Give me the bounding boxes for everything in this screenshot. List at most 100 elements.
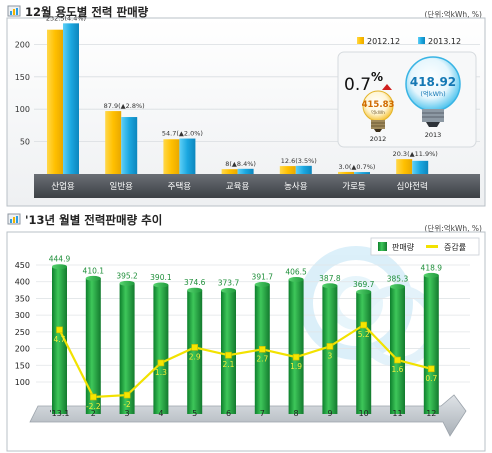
top-category-label: 주택용 (168, 181, 192, 192)
top-y-tick-label: 200 (15, 40, 30, 49)
change-unit: % (371, 70, 383, 84)
bottom-unit-note: (단위:억kWh, %) (424, 224, 483, 233)
bottom-sales-value-label: 418.9 (421, 263, 443, 272)
top-data-label: 232.5(4.4%) (46, 14, 86, 22)
top-bar-2012-12 (338, 171, 354, 174)
bottom-category-label: 8 (294, 409, 299, 418)
bulb-2012-icon (362, 90, 394, 132)
bottom-change-point (157, 359, 165, 367)
bottom-sales-value-label: 373.7 (218, 279, 240, 288)
bottom-category-label: 12 (426, 409, 436, 418)
bottom-category-label: 10 (359, 409, 369, 418)
bottom-sales-bar-cap (153, 282, 169, 288)
bottom-panel: '13년 월별 전력판매량 추이 (단위:억kWh, %) 100 150 200 2… (0, 208, 492, 453)
bulb-2013-value: 418.92 (410, 75, 456, 89)
bulb-2013-unit: (억kWh) (420, 90, 445, 98)
baseline-arrow (29, 394, 467, 437)
top-bar-2013-12 (121, 117, 138, 174)
bottom-legend (370, 237, 480, 256)
top-category-label: 농사용 (284, 182, 308, 192)
legend-swatch-sales (378, 242, 387, 251)
top-data-label: 8(▲8.4%) (225, 160, 256, 168)
bottom-change-value-label: 2.1 (223, 360, 235, 369)
legend-swatch-2013 (418, 37, 425, 44)
bottom-category-label: 7 (260, 409, 265, 418)
bulb-2013-icon (405, 56, 461, 127)
bottom-category-label: 11 (392, 409, 402, 418)
top-bar-2013-12 (237, 168, 254, 174)
top-data-label: 3.0(▲0.7%) (339, 163, 376, 171)
top-bar-2012-12 (105, 111, 122, 174)
top-bar-2012-12 (279, 166, 296, 174)
bottom-change-point (225, 351, 232, 359)
bottom-sales-bar-cap (390, 284, 405, 290)
top-bar-2012-12 (47, 29, 63, 174)
bottom-sales-bar-cap (52, 264, 67, 270)
chart-title-icon (7, 5, 21, 17)
bottom-change-point (90, 393, 97, 401)
bottom-category-label: 3 (125, 409, 130, 418)
bottom-sales-bar (288, 279, 304, 414)
bottom-change-value-label: 1.6 (392, 365, 404, 374)
bottom-category-label: 4 (158, 409, 163, 418)
bottom-y-tick-label: 200 (15, 345, 30, 354)
bottom-change-value-label: -2 (123, 400, 131, 409)
bottom-sales-bar (390, 286, 405, 414)
bottom-change-value-label: 2.7 (256, 354, 268, 363)
legend-label-change: 증감률 (444, 242, 466, 252)
chart-title-icon (7, 213, 21, 225)
bottom-sales-bar (356, 291, 372, 414)
total-comparison-inset: 0.7 % 415.83 억kWh 2012 418.92 (337, 51, 477, 148)
bottom-sales-bar-cap (119, 280, 135, 286)
top-chart-title: 12월 용도별 전력 판매량 (25, 5, 149, 19)
bottom-sales-bar (423, 275, 439, 414)
bottom-change-value-label: 0.7 (425, 374, 437, 383)
top-data-label: 54.7(▲2.0%) (162, 130, 203, 138)
bulb-2012-unit: 억kWh (371, 109, 385, 116)
bottom-sales-bar-cap (221, 288, 236, 294)
bottom-sales-bar-cap (288, 277, 304, 283)
top-bar-2013-12 (412, 160, 429, 174)
bottom-sales-value-label: 369.7 (353, 280, 375, 289)
increase-triangle-icon (382, 84, 392, 90)
bottom-y-tick-label: 100 (15, 378, 30, 387)
bottom-sales-value-label: 406.5 (285, 268, 307, 277)
bottom-change-point (191, 344, 198, 351)
bottom-sales-bar (187, 290, 203, 414)
bottom-y-tick-label: 250 (15, 328, 30, 337)
top-category-label: 가로등 (342, 182, 366, 192)
bottom-change-point (292, 353, 300, 361)
bottom-change-line (58, 323, 432, 399)
bottom-sales-bar (119, 283, 135, 414)
top-y-tick-label: 100 (15, 105, 30, 114)
bottom-y-tick-label: 150 (15, 361, 30, 370)
top-chart: 50 100 150 200 232.5(4.4%) 87.9(▲2.8%) 54.7(▲… (6, 14, 486, 207)
bottom-y-tick-label: 400 (15, 278, 30, 287)
bottom-change-value-label: 1.3 (155, 368, 167, 377)
top-panel: 12월 용도별 전력 판매량 (단위:억kWh, %) (0, 0, 492, 208)
top-unit-note: (단위:억kWh, %) (424, 10, 483, 19)
bottom-sales-value-label: 391.7 (252, 272, 274, 281)
bottom-sales-bar-cap (356, 289, 372, 295)
bottom-sales-bar (52, 266, 67, 414)
bottom-change-value-label: 2.9 (189, 352, 201, 361)
bottom-sales-value-label: 444.9 (49, 255, 71, 264)
bottom-change-point (123, 391, 131, 399)
bulb-2012-value: 415.83 (362, 100, 395, 110)
bottom-category-label: 9 (327, 409, 332, 418)
bottom-sales-bar-cap (85, 275, 101, 281)
bottom-change-point (56, 326, 63, 334)
bottom-sales-bar-cap (322, 283, 338, 289)
top-category-strip (34, 174, 480, 198)
bottom-sales-bar (153, 285, 169, 414)
top-bar-2012-12 (396, 159, 413, 174)
bottom-change-point (360, 321, 368, 329)
bottom-change-value-label: 4.7 (54, 335, 66, 344)
legend-label-2012: 2012.12 (367, 37, 400, 46)
top-category-label: 교육용 (226, 182, 250, 192)
top-category-label: 일반용 (109, 181, 133, 192)
bottom-sales-value-label: 385.3 (387, 275, 409, 284)
bottom-sales-value-label: 387.8 (319, 274, 341, 283)
bulb-2012-label: 2012 (370, 135, 387, 143)
bottom-change-point (326, 343, 334, 350)
